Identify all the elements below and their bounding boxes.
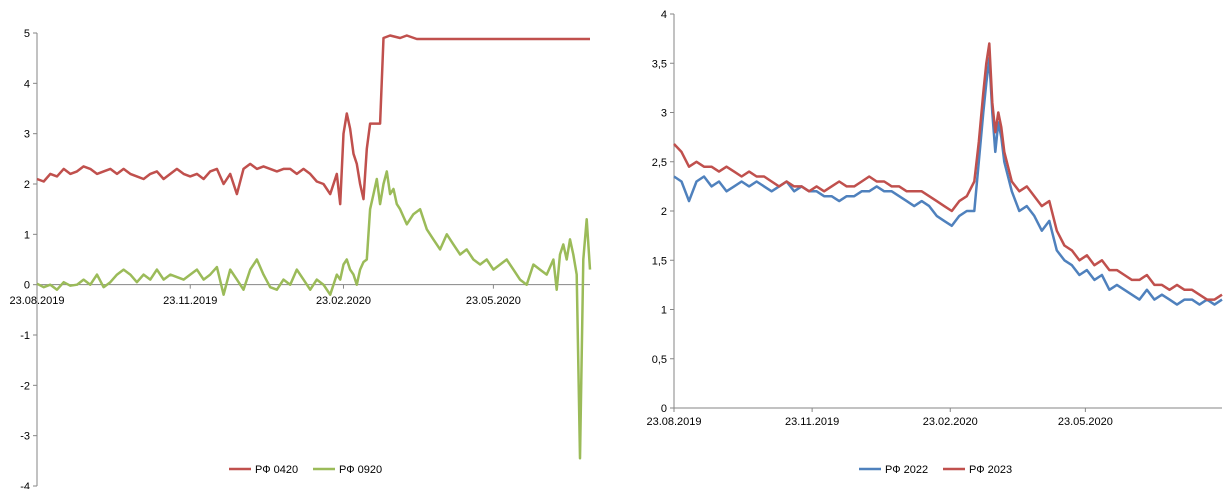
y-tick-label: 0,5 — [652, 354, 667, 366]
series-line-2 — [36, 170, 592, 460]
legend-label: РФ 2023 — [969, 464, 1012, 476]
y-tick-label: 4 — [661, 9, 667, 21]
legend: РФ 2022 РФ 2023 — [859, 464, 1012, 476]
y-tick-label: -2 — [20, 380, 30, 392]
legend-label: РФ 0420 — [255, 464, 298, 476]
y-tick-label: 3,5 — [652, 58, 667, 70]
y-tick-label: 3 — [661, 108, 667, 120]
series-line-2 — [673, 42, 1223, 301]
y-tick-label: 2,5 — [652, 157, 667, 169]
x-tick-label: 23.08.2019 — [646, 416, 701, 428]
y-tick-label: -4 — [20, 481, 30, 489]
series-line-1 — [673, 57, 1223, 306]
y-tick-label: -3 — [20, 431, 30, 443]
series-line-1 — [36, 34, 590, 206]
y-tick-label: 3 — [24, 129, 30, 141]
y-tick-label: 5 — [24, 28, 30, 40]
x-tick-label: 23.05.2020 — [1058, 416, 1113, 428]
legend-label: РФ 2022 — [885, 464, 928, 476]
y-tick-label: -1 — [20, 330, 30, 342]
y-tick-label: 2 — [661, 206, 667, 218]
x-tick-label: 23.05.2020 — [466, 295, 521, 307]
x-tick-label: 23.11.2019 — [785, 416, 839, 428]
x-tick-label: 23.02.2020 — [316, 295, 371, 307]
chart-1: -4 -3 -2 -1 0 1 2 3 4 5 23.08.2019 23.11.2019 23.02.… — [9, 28, 592, 489]
y-tick-label: 1 — [24, 229, 30, 241]
x-tick-label: 23.11.2019 — [163, 295, 217, 307]
chart-2: 0 0,5 1 1,5 2 2,5 3 3,5 4 23.08.2019 23.11.2019 23.… — [646, 9, 1223, 476]
legend-label: РФ 0920 — [339, 464, 382, 476]
y-tick-label: 4 — [24, 78, 30, 90]
y-tick-label: 2 — [24, 179, 30, 191]
y-tick-label: 1,5 — [652, 255, 667, 267]
y-tick-label: 0 — [661, 403, 667, 415]
y-tick-label: 0 — [24, 280, 30, 292]
legend: РФ 0420 РФ 0920 — [229, 464, 382, 476]
y-tick-label: 1 — [661, 305, 667, 317]
x-tick-label: 23.08.2019 — [9, 295, 64, 307]
x-tick-label: 23.02.2020 — [923, 416, 978, 428]
